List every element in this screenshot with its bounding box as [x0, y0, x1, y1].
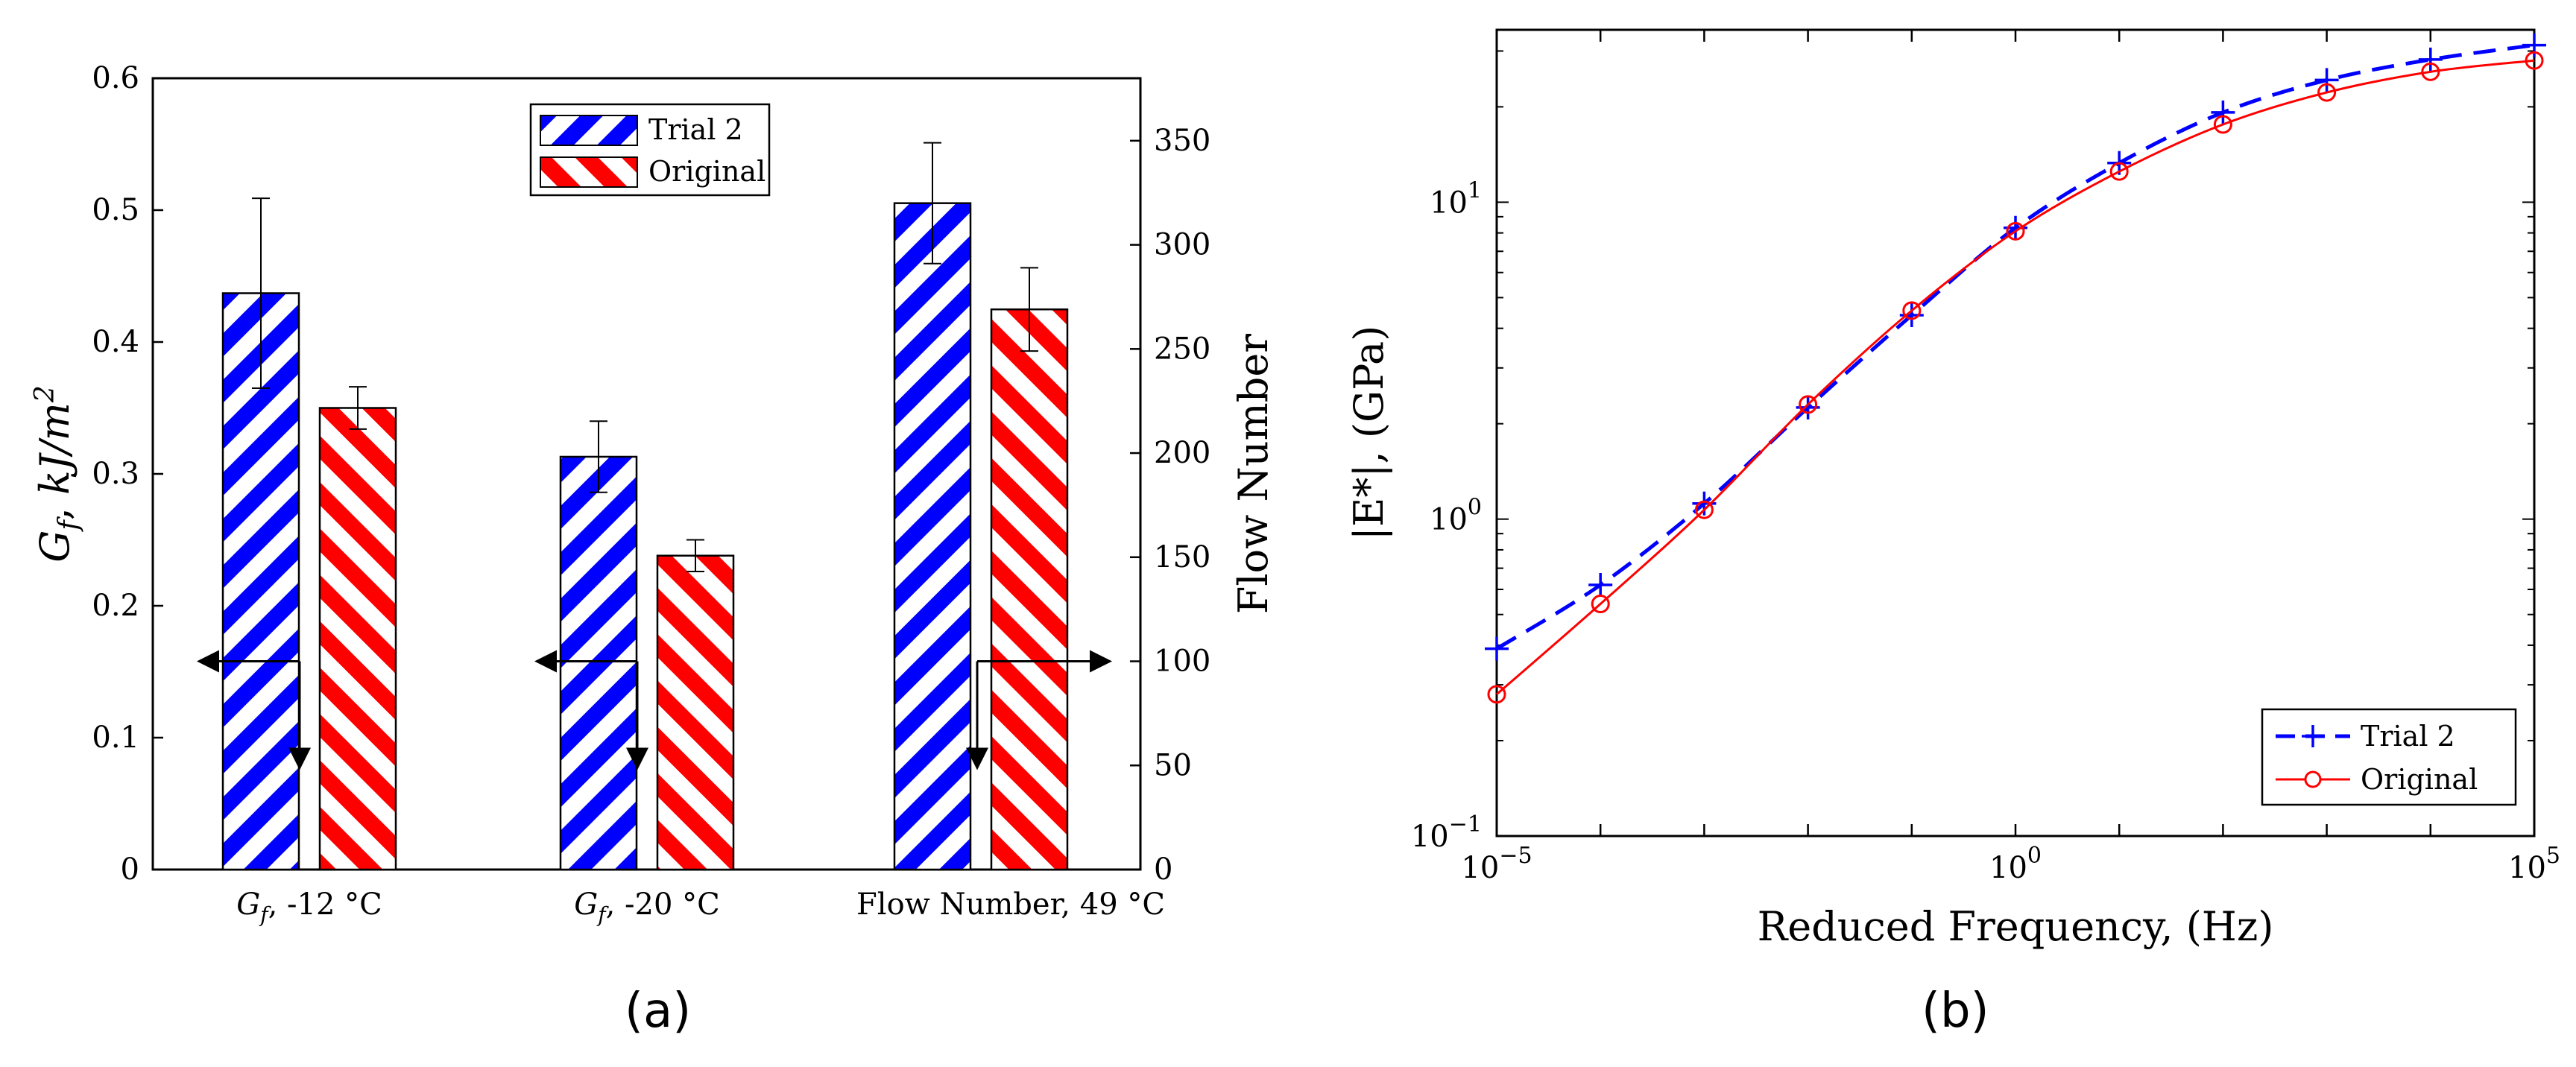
legend-label: Original	[2361, 763, 2478, 796]
data-point-plus	[1485, 636, 1509, 661]
y-left-tick-label: 0.5	[92, 193, 139, 227]
x-axis-title: Reduced Frequency, (Hz)	[1758, 903, 2274, 950]
legend-marker-circle	[2304, 770, 2322, 788]
legend-label: Original	[648, 155, 765, 188]
x-tick-label: 10−5	[1461, 843, 1532, 885]
legend-label: Trial 2	[648, 113, 743, 146]
panel-a-bar-chart: 0 0.1 0.2 0.3 0.4 0.5 0.6 0 50 100 150 200 250 300 350…	[30, 61, 1277, 927]
legend: Trial 2 Original	[2261, 708, 2517, 806]
y-left-tick-label: 0.2	[92, 589, 139, 623]
y-tick-label: 100	[1430, 495, 1482, 537]
x-tick-label: 105	[2508, 843, 2560, 885]
data-point-plus	[2522, 33, 2546, 57]
y-left-tick-label: 0.6	[92, 61, 139, 95]
panel-a-label: (a)	[625, 984, 692, 1039]
data-point-circle	[2213, 115, 2232, 134]
data-point-plus	[2211, 100, 2235, 124]
series-line-trial-2	[1495, 43, 2535, 650]
x-category-label: Gf, -12 °C	[236, 887, 382, 927]
y-right-tick-label: 100	[1154, 645, 1210, 679]
data-point-circle	[2421, 62, 2440, 81]
y-left-tick-label: 0.3	[92, 457, 139, 491]
y-right-tick-label: 250	[1154, 332, 1210, 366]
legend-label: Trial 2	[2361, 720, 2455, 753]
y-right-tick-label: 350	[1154, 124, 1210, 158]
y-left-axis-title: Gf, kJ/m2	[30, 385, 84, 563]
data-point-circle	[2109, 162, 2129, 181]
y-axis-title: |E*|, (GPa)	[1345, 326, 1392, 541]
panel-b-line-chart: 10−5 100 105 10−1 100 101 Reduced Frequency, (…	[1345, 28, 2560, 950]
legend-swatch	[540, 115, 638, 146]
data-point-circle	[1902, 301, 1922, 320]
panel-b-label: (b)	[1922, 984, 1989, 1039]
series-line-original	[1496, 59, 2535, 695]
legend-swatch	[540, 156, 638, 188]
data-point-circle	[2317, 83, 2337, 102]
x-tick-label: 100	[1989, 843, 2042, 885]
bar-original	[656, 554, 735, 871]
y-left-tick-label: 0	[121, 852, 139, 887]
data-point-plus	[2314, 68, 2339, 92]
data-point-circle	[2525, 51, 2544, 70]
data-point-plus	[2418, 47, 2443, 72]
y-right-tick-label: 0	[1154, 852, 1172, 887]
x-category-label: Gf, -20 °C	[574, 887, 720, 927]
data-point-circle	[1591, 595, 1610, 614]
legend: Trial 2 Original	[529, 103, 771, 197]
legend-box	[2261, 708, 2517, 806]
y-right-tick-label: 300	[1154, 228, 1210, 262]
bar-trial-2	[559, 455, 638, 871]
data-point-circle	[1799, 395, 1818, 414]
bar-trial-2	[893, 202, 972, 871]
data-point-circle	[1487, 685, 1506, 704]
bar-original	[990, 308, 1069, 871]
y-right-tick-label: 50	[1154, 748, 1192, 782]
y-left-tick-label: 0.4	[92, 325, 139, 359]
y-left-tick-label: 0.1	[92, 721, 139, 755]
y-tick-label: 10−1	[1411, 811, 1482, 854]
x-category-label: Flow Number, 49 °C	[856, 887, 1165, 922]
y-tick-label: 101	[1430, 177, 1482, 220]
legend-marker-plus	[2302, 725, 2324, 747]
data-point-plus	[1588, 572, 1613, 597]
data-point-circle	[2006, 221, 2025, 241]
y-right-tick-label: 200	[1154, 436, 1210, 470]
data-point-circle	[1694, 500, 1714, 519]
bar-original	[318, 407, 397, 871]
y-right-tick-label: 150	[1154, 540, 1210, 574]
y-right-axis-title: Flow Number	[1230, 334, 1277, 614]
